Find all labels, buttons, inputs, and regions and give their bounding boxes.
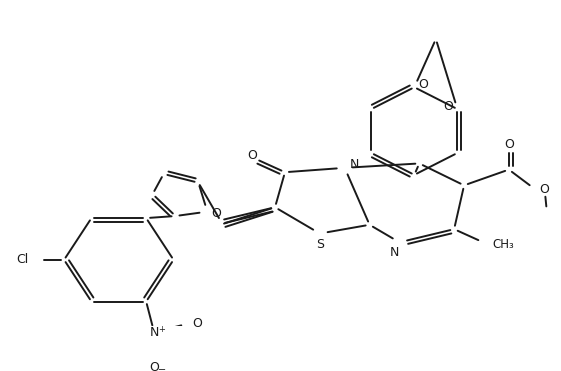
Text: N: N [350, 158, 359, 171]
Text: O: O [192, 317, 202, 330]
Text: −: − [158, 365, 166, 371]
Text: O: O [444, 100, 453, 113]
Text: N: N [390, 246, 399, 259]
Text: O: O [211, 207, 221, 220]
Text: O: O [149, 361, 159, 371]
Text: CH₃: CH₃ [492, 239, 514, 252]
Text: O: O [504, 138, 514, 151]
Text: O: O [540, 183, 550, 196]
Text: +: + [158, 325, 164, 334]
Text: O: O [247, 149, 257, 162]
Text: O: O [419, 78, 428, 91]
Text: S: S [316, 237, 324, 250]
Text: N: N [149, 326, 159, 339]
Text: Cl: Cl [16, 253, 29, 266]
